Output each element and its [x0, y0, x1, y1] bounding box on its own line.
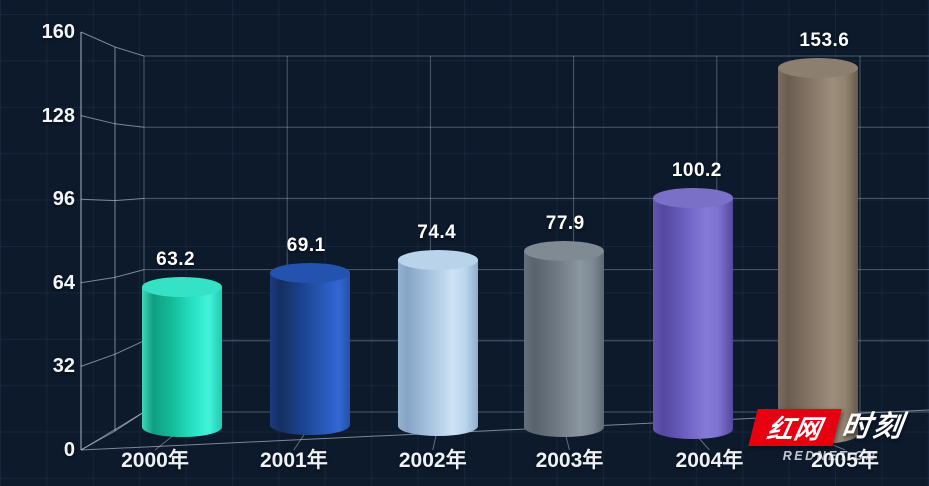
- x-axis-label: 2000年: [121, 449, 189, 472]
- bar-cylinder-body-teal: [142, 287, 222, 437]
- bar-value-label: 153.6: [799, 30, 850, 52]
- category-leader-tick: [154, 434, 175, 451]
- sidewall-tick-line: [80, 269, 145, 284]
- bar-cylinder-body-blue: [270, 272, 350, 435]
- y-axis-label: 0: [63, 439, 75, 461]
- bar-cylinder-body-brown: [778, 68, 858, 444]
- sidewall-tick-line: [80, 115, 145, 128]
- y-axis-label: 64: [52, 271, 75, 294]
- rednet-watermark-logo: 红网 时刻 REDNET.CN: [748, 405, 920, 467]
- y-axis-label: 128: [41, 104, 75, 127]
- x-axis-label: 2001年: [259, 449, 328, 472]
- bar-cylinder-top-blue: [270, 262, 350, 283]
- y-axis-label: 160: [41, 21, 75, 43]
- y-axis-label: 32: [52, 355, 75, 378]
- sidewall-tick-line: [80, 31, 145, 57]
- bar-cylinder-top-teal: [142, 277, 222, 298]
- sidewall-tick-line: [80, 340, 145, 367]
- bar-cylinder-top-lightblue: [398, 249, 478, 270]
- x-axis-label: 2005年: [811, 449, 879, 472]
- bar-cylinder-body-purple: [653, 197, 733, 439]
- bar-value-label: 74.4: [417, 221, 457, 243]
- bar-cylinder-body-gray: [524, 251, 604, 437]
- x-axis-label: 2004年: [675, 449, 744, 472]
- bar-value-label: 63.2: [156, 249, 196, 271]
- sidewall-tick-line: [80, 197, 145, 202]
- category-leader-tick: [697, 436, 710, 451]
- bar-cylinder-top-purple: [653, 187, 733, 208]
- y-axis-label: 96: [52, 188, 75, 211]
- logo-red-block: 红网: [748, 409, 842, 446]
- category-leader-tick: [565, 434, 570, 451]
- logo-text-cn-white: 时刻: [839, 411, 907, 443]
- category-leader-tick: [432, 433, 437, 451]
- bar-cylinder-top-gray: [524, 241, 604, 262]
- floor-left-edge: [80, 411, 145, 451]
- bar-value-label: 69.1: [286, 234, 326, 256]
- bar-cylinder-body-lightblue: [398, 259, 478, 436]
- bar-value-label: 100.2: [671, 159, 722, 181]
- bar-cylinder-top-brown: [778, 58, 858, 79]
- logo-text-cn-red: 红网: [764, 414, 825, 444]
- logo-text-en: REDNET.CN: [782, 449, 878, 463]
- x-axis-label: 2002年: [398, 449, 467, 472]
- x-axis-label: 2003年: [535, 449, 604, 472]
- category-leader-tick: [293, 432, 306, 451]
- bar-value-label: 77.9: [545, 213, 585, 235]
